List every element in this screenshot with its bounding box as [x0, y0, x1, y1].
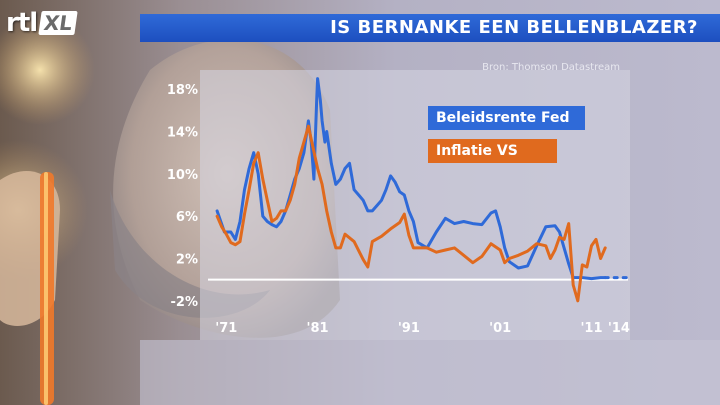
- series-line-inflation: [215, 124, 607, 303]
- x-tick-label: '11: [580, 321, 602, 336]
- logo-rtl-text: rtl: [6, 8, 38, 38]
- y-tick-label: 10%: [167, 168, 198, 183]
- source-label: Bron: Thomson Datastream: [482, 62, 620, 73]
- y-tick-label: -2%: [171, 295, 198, 310]
- channel-logo: rtl XL: [6, 8, 79, 38]
- y-tick-label: 6%: [176, 210, 198, 225]
- x-tick-label: '14: [608, 321, 630, 336]
- legend-entry-inflation: Inflatie VS: [428, 139, 557, 163]
- y-tick-label: 14%: [167, 126, 198, 141]
- legend-entry-fed: Beleidsrente Fed: [428, 106, 585, 130]
- x-tick-label: '91: [398, 321, 420, 336]
- page-title: IS BERNANKE EEN BELLENBLAZER?: [330, 17, 698, 38]
- x-tick-label: '81: [307, 321, 329, 336]
- x-tick-label: '01: [489, 321, 511, 336]
- y-tick-label: 18%: [167, 83, 198, 98]
- title-bar: IS BERNANKE EEN BELLENBLAZER?: [140, 14, 720, 42]
- y-tick-label: 2%: [176, 253, 198, 268]
- x-tick-label: '71: [215, 321, 237, 336]
- series-line-fed: [215, 77, 607, 281]
